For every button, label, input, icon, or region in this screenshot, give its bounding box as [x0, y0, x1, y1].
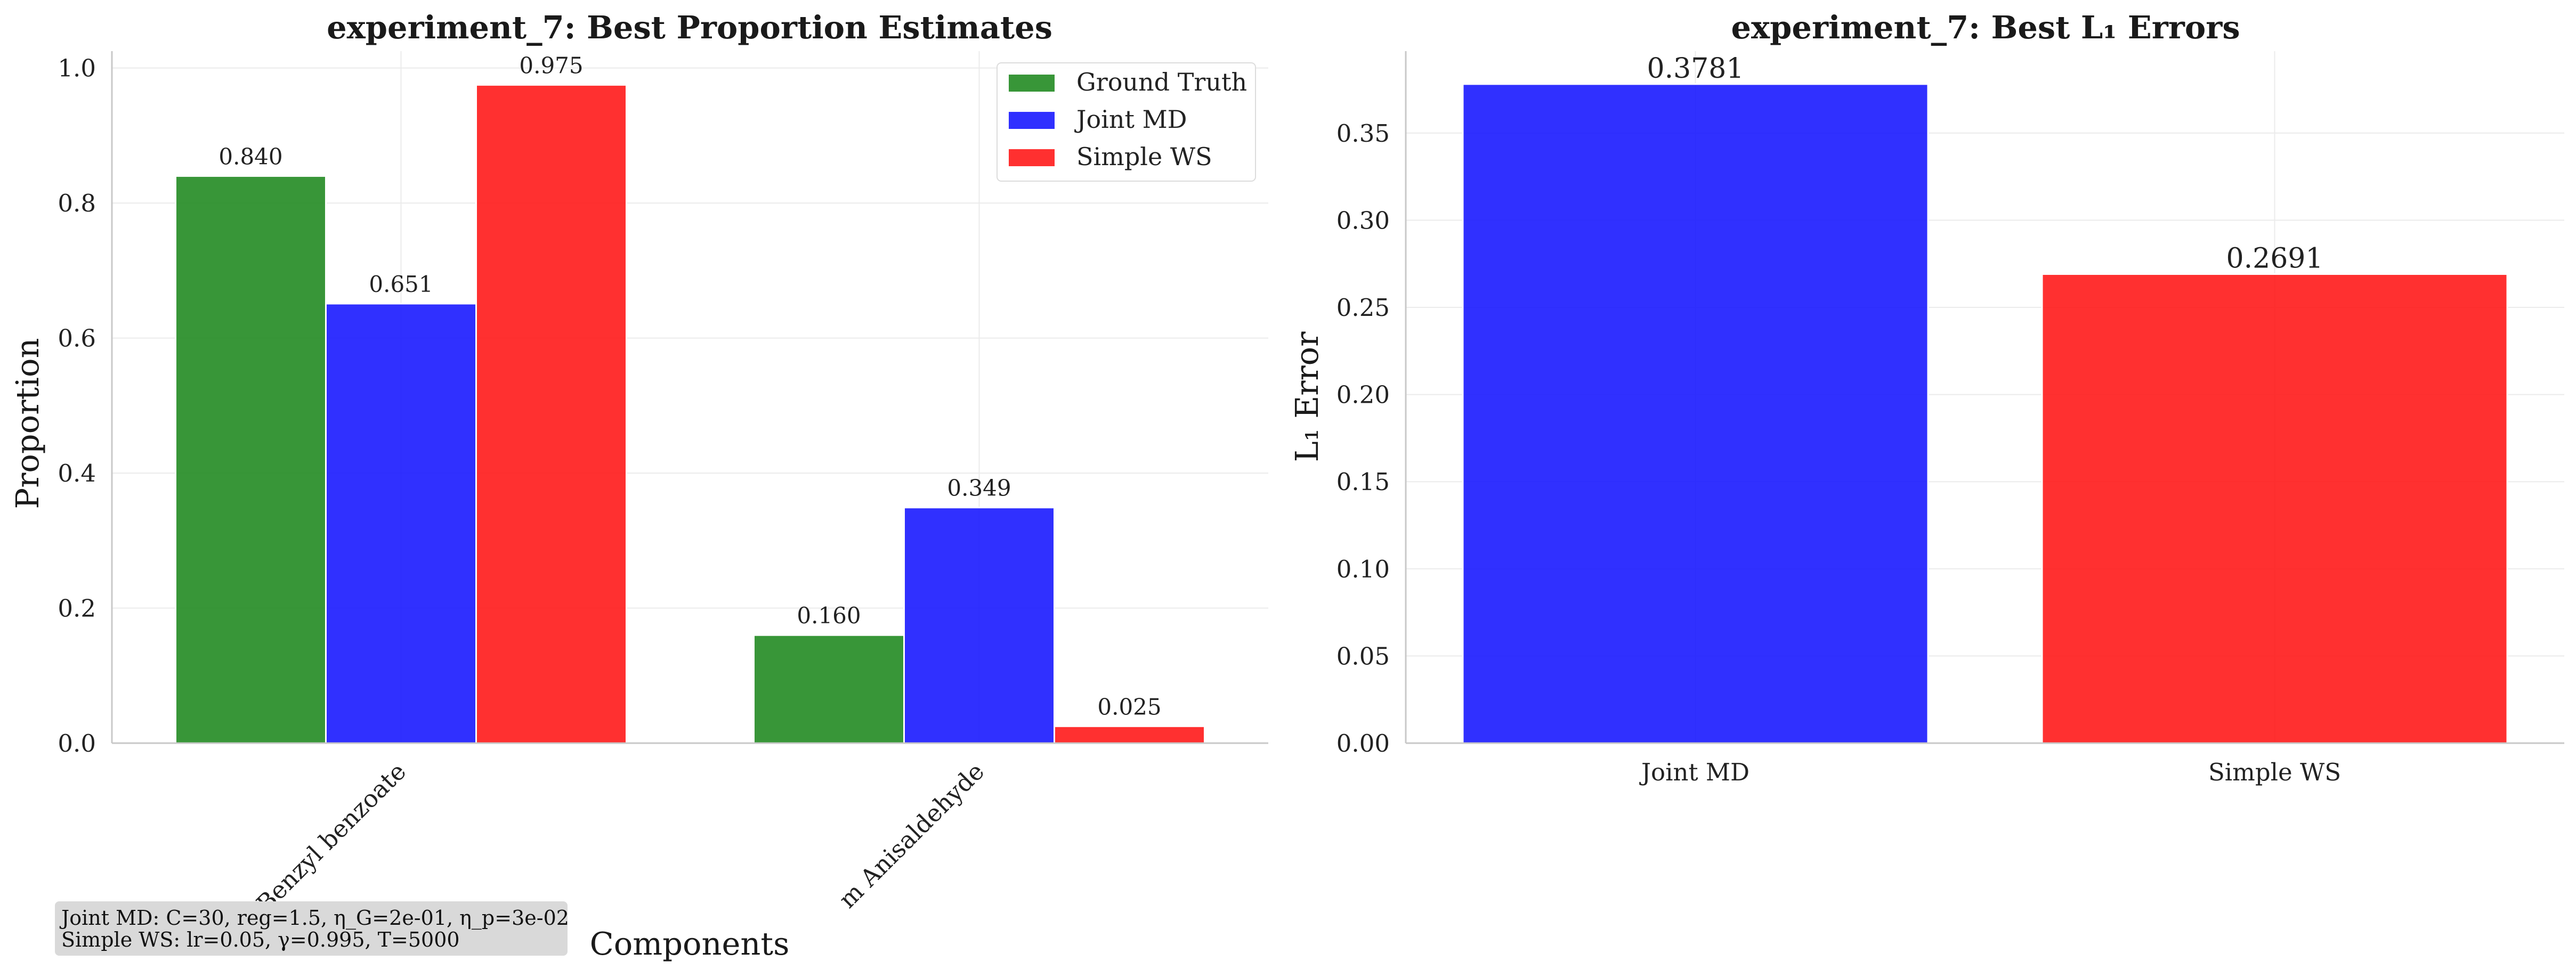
proportion-chart: experiment_7: Best Proportion Estimates … — [9, 9, 1268, 962]
bar-value-label: 0.975 — [519, 52, 583, 78]
legend-label-ground-truth: Ground Truth — [1076, 68, 1247, 96]
bar-simple-ws-m-anisaldehyde — [1054, 725, 1205, 744]
bar-value-label: 0.349 — [947, 475, 1011, 501]
bar-value-label: 0.160 — [797, 603, 861, 629]
y-tick-label: 0.35 — [1336, 119, 1390, 148]
bar-simple-ws-benzyl-benzoate — [475, 84, 627, 744]
bar-joint-md-benzyl-benzoate — [325, 303, 477, 744]
y-tick-label: 0.8 — [58, 189, 96, 217]
chart1-axes — [111, 51, 1268, 744]
bar-value-label: 0.840 — [218, 143, 282, 169]
x-tick-label: m Anisaldehyde — [833, 757, 990, 914]
y-tick-label: 0.0 — [58, 729, 96, 758]
x-tick-label: Simple WS — [2208, 758, 2341, 786]
chart2-y-axis-label: L₁ Error — [1289, 331, 1325, 462]
x-tick-label: Joint MD — [1639, 758, 1749, 786]
bar-value-label: 0.3781 — [1647, 53, 1744, 85]
y-tick-label: 0.25 — [1336, 294, 1390, 322]
legend-swatch-joint-md — [1009, 112, 1055, 129]
chart1-bars: 0.840 0.651 0.975 0.160 0.349 0.025 — [175, 52, 1205, 744]
chart1-y-ticks: 0.0 0.2 0.4 0.6 0.8 1.0 — [58, 54, 96, 758]
bar-ground-truth-m-anisaldehyde — [753, 634, 905, 744]
chart1-y-axis-label: Proportion — [9, 338, 46, 509]
parameter-note-line-2: Simple WS: lr=0.05, γ=0.995, T=5000 — [61, 928, 460, 951]
parameter-note-box — [55, 901, 568, 956]
chart2-axes — [1405, 51, 2564, 744]
parameter-note: Joint MD: C=30, reg=1.5, η_G=2e-01, η_p=… — [55, 901, 569, 956]
chart1-x-axis-label: Components — [590, 925, 790, 962]
legend-swatch-simple-ws — [1009, 149, 1055, 166]
bar-value-label: 0.025 — [1097, 694, 1161, 720]
parameter-note-line-1: Joint MD: C=30, reg=1.5, η_G=2e-01, η_p=… — [59, 906, 569, 930]
y-tick-label: 0.4 — [58, 459, 96, 487]
y-tick-label: 0.15 — [1336, 468, 1390, 496]
bar-value-label: 0.651 — [369, 271, 433, 297]
chart2-title: experiment_7: Best L₁ Errors — [1731, 9, 2240, 46]
legend-label-joint-md: Joint MD — [1074, 105, 1187, 134]
bar-ground-truth-benzyl-benzoate — [175, 175, 327, 744]
y-tick-label: 0.2 — [58, 595, 96, 623]
y-tick-label: 0.05 — [1336, 642, 1390, 670]
y-tick-label: 1.0 — [58, 54, 96, 83]
y-tick-label: 0.00 — [1336, 729, 1390, 758]
chart2-y-ticks: 0.00 0.05 0.10 0.15 0.20 0.25 0.30 0.35 — [1336, 119, 1390, 758]
y-tick-label: 0.10 — [1336, 555, 1390, 583]
bar-joint-md — [1462, 83, 1929, 744]
chart1-title: experiment_7: Best Proportion Estimates — [327, 9, 1052, 46]
bar-joint-md-m-anisaldehyde — [903, 507, 1055, 744]
bar-value-label: 0.2691 — [2226, 242, 2323, 274]
l1-error-chart: experiment_7: Best L₁ Errors 0.3781 0.269… — [1289, 9, 2564, 786]
y-tick-label: 0.30 — [1336, 206, 1390, 234]
bar-simple-ws — [2041, 273, 2508, 744]
x-tick-label: Benzyl benzoate — [251, 757, 411, 917]
legend-label-simple-ws: Simple WS — [1076, 142, 1212, 171]
chart2-bars: 0.3781 0.2691 — [1462, 53, 2508, 744]
legend-box — [997, 62, 1256, 182]
y-tick-label: 0.20 — [1336, 381, 1390, 409]
y-tick-label: 0.6 — [58, 324, 96, 353]
legend-swatch-ground-truth — [1009, 75, 1055, 92]
chart2-x-ticks: Joint MD Simple WS — [1639, 758, 2341, 786]
chart1-x-ticks: Benzyl benzoate m Anisaldehyde — [251, 757, 990, 917]
chart1-legend: Ground Truth Joint MD Simple WS — [997, 62, 1256, 182]
